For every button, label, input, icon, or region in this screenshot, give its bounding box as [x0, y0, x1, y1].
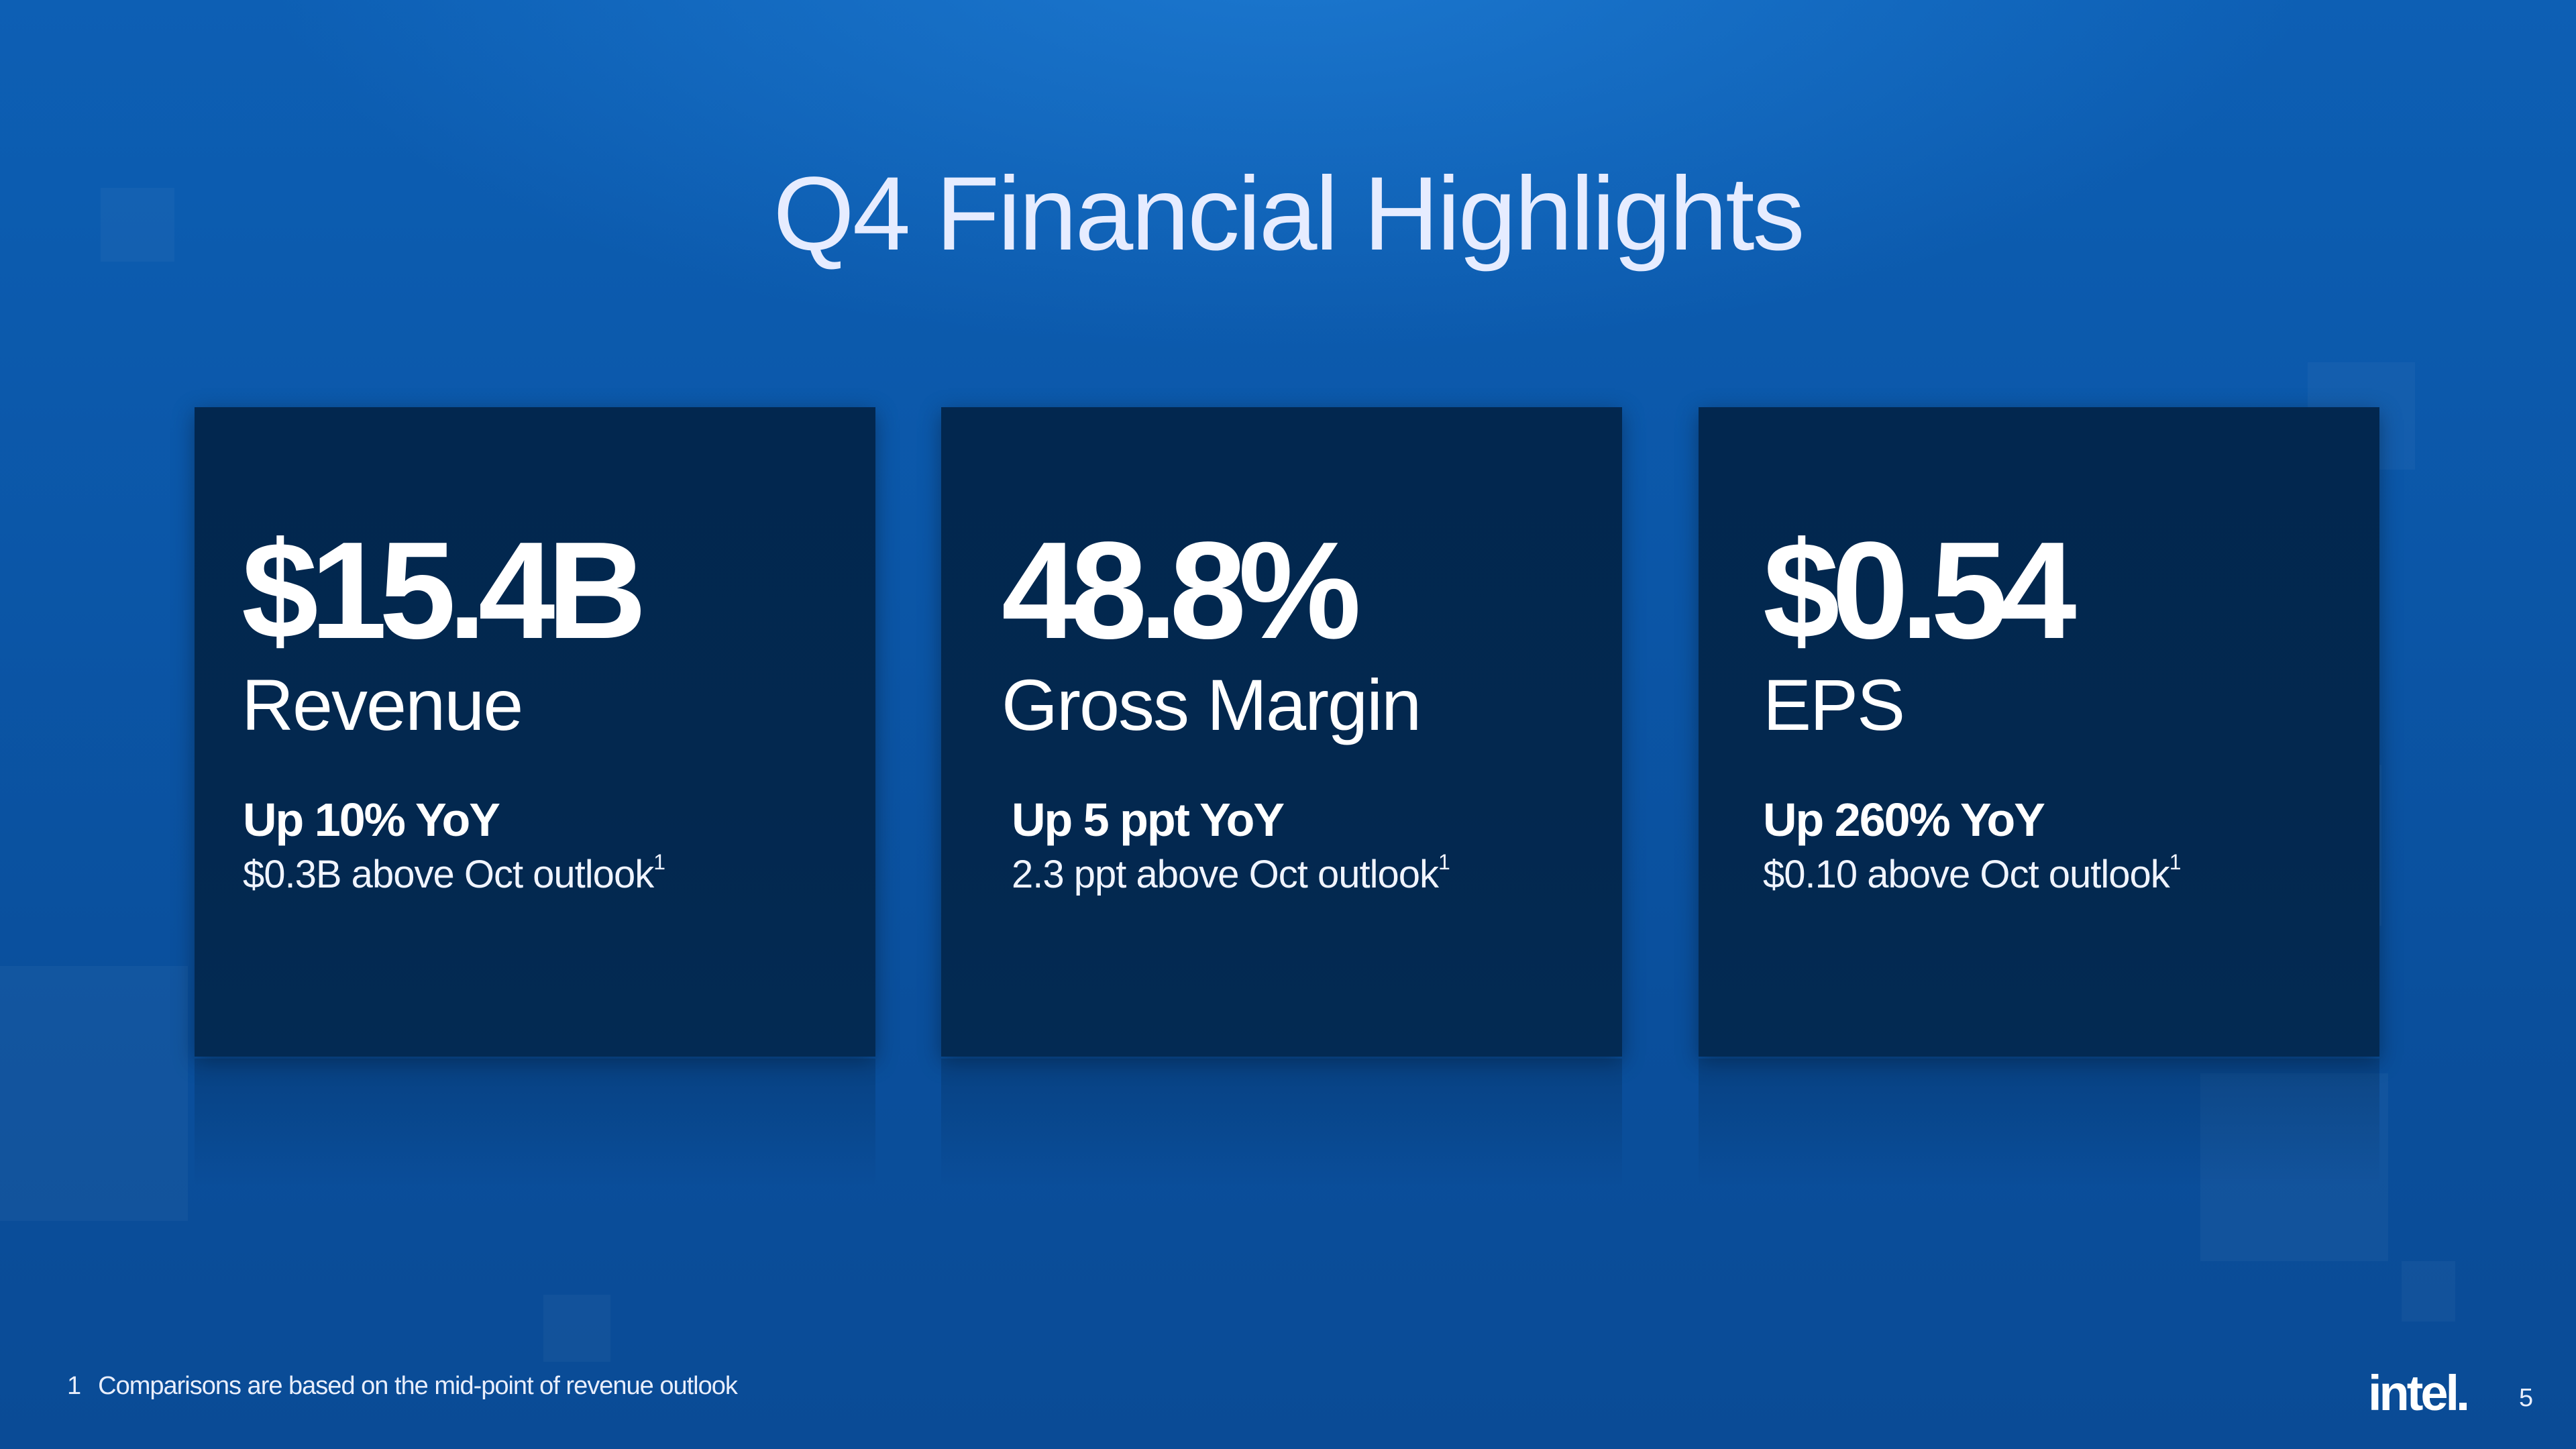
metric-value: $0.54 — [1763, 513, 2077, 667]
intel-logo: intel — [2368, 1368, 2467, 1418]
outlook-text: 2.3 ppt above Oct outlook — [1012, 853, 1439, 896]
metric-label: Revenue — [241, 664, 523, 745]
slide-title: Q4 Financial Highlights — [773, 156, 1805, 272]
metric-value: $15.4B — [241, 513, 647, 667]
outlook-note: $0.10 above Oct outlook1 — [1763, 851, 2182, 896]
background-square — [0, 966, 188, 1221]
metric-label: EPS — [1763, 664, 1905, 745]
logo-text: intel — [2368, 1365, 2459, 1421]
yoy-change: Up 10% YoY — [243, 794, 500, 846]
yoy-change: Up 5 ppt YoY — [1012, 794, 1285, 846]
revenue-card: $15.4B Revenue Up 10% YoY $0.3B above Oc… — [195, 407, 875, 1057]
eps-card: $0.54 EPS Up 260% YoY $0.10 above Oct ou… — [1699, 407, 2379, 1057]
footnote-ref: 1 — [1438, 850, 1450, 874]
logo-dot — [2459, 1403, 2467, 1410]
background-square — [2402, 1261, 2455, 1322]
outlook-text: $0.3B above Oct outlook — [243, 853, 654, 896]
footnote-ref: 1 — [2169, 850, 2182, 874]
footnote-text: Comparisons are based on the mid-point o… — [98, 1372, 738, 1400]
outlook-text: $0.10 above Oct outlook — [1763, 853, 2170, 896]
background-square — [543, 1295, 610, 1362]
outlook-note: $0.3B above Oct outlook1 — [243, 851, 665, 896]
gross-margin-card: 48.8% Gross Margin Up 5 ppt YoY 2.3 ppt … — [941, 407, 1622, 1057]
card-reflection — [1699, 1059, 2379, 1186]
card-reflection — [941, 1059, 1622, 1186]
outlook-note: 2.3 ppt above Oct outlook1 — [1012, 851, 1450, 896]
footnote-number: 1 — [67, 1372, 81, 1400]
footnote-ref: 1 — [653, 850, 665, 874]
page-number: 5 — [2519, 1384, 2534, 1412]
footnote: 1 Comparisons are based on the mid-point … — [67, 1372, 738, 1401]
metric-label: Gross Margin — [1002, 664, 1421, 745]
metric-value: 48.8% — [1002, 513, 1361, 667]
card-reflection — [195, 1059, 875, 1186]
yoy-change: Up 260% YoY — [1763, 794, 2045, 846]
